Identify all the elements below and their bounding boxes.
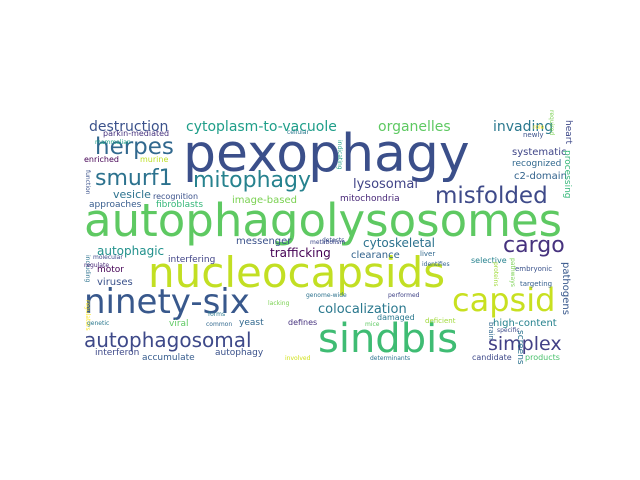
word-invading: invading	[493, 119, 554, 135]
word-candidate: candidate	[472, 353, 512, 362]
word-cytoplasm-to-vacuole: cytoplasm-to-vacuole	[186, 119, 337, 135]
word-heart: heart	[563, 120, 573, 144]
word-autophagosomal: autophagosomal	[84, 328, 252, 352]
word-brain: brain	[487, 322, 495, 340]
word-image-based: image-based	[232, 195, 297, 206]
word-involved: involved	[285, 355, 311, 362]
word-simplex: simplex	[488, 333, 562, 355]
word-common: common	[206, 321, 233, 328]
word-autophagy: autophagy	[215, 348, 264, 358]
word-defines: defines	[288, 318, 318, 327]
word-motor: motor	[97, 265, 125, 275]
word-detects: detects	[322, 237, 345, 244]
word-messenger: messenger	[236, 236, 292, 247]
word-identifies: identifies	[422, 261, 450, 268]
word-pexophagy: pexophagy	[183, 124, 470, 184]
word-c2-domain: c2-domain	[514, 171, 567, 182]
word-murine: murine	[140, 155, 169, 164]
word-autophagolysosomes: autophagolysosomes	[84, 194, 563, 247]
word-nucleocapsids: nucleocapsids	[148, 248, 446, 297]
word-systematic: systematic	[512, 147, 567, 158]
word-specific: specific	[497, 327, 520, 334]
word-accumulate: accumulate	[142, 353, 195, 363]
word-molecular: molecular	[93, 254, 123, 261]
word-mitophagy: mitophagy	[193, 168, 312, 193]
word-regulators: regulators	[84, 300, 91, 331]
word-function: function	[84, 170, 91, 195]
word-interferon: interferon	[95, 348, 140, 358]
word-organelles: organelles	[378, 119, 451, 135]
word-determinants: determinants	[370, 355, 411, 362]
word-sindbis: sindbis	[318, 316, 459, 362]
word-embryonic: embryonic	[515, 265, 553, 273]
word-forms: forms	[208, 311, 226, 318]
word-approaches: approaches	[89, 200, 142, 210]
word-mammalian: mammalian	[95, 139, 131, 146]
word-pathogens: pathogens	[560, 262, 571, 315]
word-enriched: enriched	[84, 155, 119, 164]
word-high-content: high-content	[493, 318, 557, 329]
word-mice: mice	[365, 321, 380, 328]
word-parkin-mediated: parkin-mediated	[103, 129, 170, 138]
word-yeast: yeast	[239, 318, 264, 328]
word-herpes: herpes	[95, 134, 174, 160]
word-recognized: recognized	[512, 159, 562, 169]
word-autophagic: autophagic	[97, 244, 165, 258]
word-trafficking: trafficking	[270, 246, 331, 260]
word-targeting: targeting	[520, 280, 553, 288]
word-cytoskeletal: cytoskeletal	[363, 236, 436, 250]
word-ninety-six: ninety-six	[84, 282, 250, 322]
word-metabolism: metabolism	[310, 239, 346, 246]
word-smurf1: smurf1	[95, 166, 173, 191]
word-damaged: damaged	[377, 313, 415, 322]
word-deficient: deficient	[425, 317, 456, 325]
word-interfering: interfering	[168, 255, 216, 265]
word-cargo: cargo	[503, 233, 565, 258]
word-vesicle: vesicle	[113, 188, 151, 201]
word-performed: performed	[388, 292, 420, 299]
word-destruction: destruction	[89, 119, 169, 135]
word-capsid: capsid	[452, 281, 556, 319]
word-recognition: recognition	[153, 192, 199, 201]
word-indicating: indicating	[336, 140, 343, 170]
word-liver: liver	[420, 250, 436, 258]
word-viral: viral	[169, 319, 189, 329]
word-processing: processing	[562, 150, 572, 199]
word-products: products	[525, 353, 560, 362]
word-newly: newly	[523, 131, 544, 139]
word-genome-wide: genome-wide	[306, 292, 347, 299]
word-lacking: lacking	[268, 300, 290, 307]
word-pathways: pathways	[509, 258, 516, 287]
word-genetic: genetic	[87, 320, 110, 327]
word-cellular: cellular	[287, 129, 309, 136]
word-lysosomal: lysosomal	[353, 177, 418, 192]
word-role: role	[533, 124, 545, 131]
word-misfolded: misfolded	[435, 183, 548, 209]
word-mitochondria: mitochondria	[340, 194, 400, 204]
word-clearance: clearance	[351, 250, 400, 261]
word-selective: selective	[471, 256, 507, 265]
word-colocalization: colocalization	[318, 302, 407, 317]
word-fibroblasts: fibroblasts	[156, 200, 204, 210]
word-including: including	[84, 255, 91, 283]
word-required: required	[548, 110, 555, 136]
word-viruses: viruses	[97, 277, 133, 288]
word-screens: screens	[515, 330, 525, 365]
word-regulate: regulate	[84, 262, 110, 269]
word-proteins: proteins	[492, 262, 499, 287]
